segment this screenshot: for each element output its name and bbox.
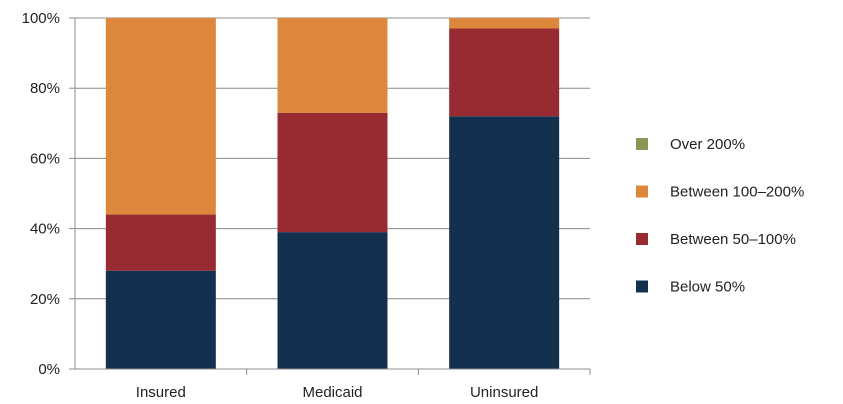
y-tick-label: 0%	[38, 361, 60, 378]
bars	[105, 18, 560, 369]
x-tick-label: Insured	[136, 384, 186, 401]
legend-swatch	[636, 138, 648, 150]
legend-swatch	[636, 233, 648, 245]
y-tick-label: 80%	[30, 80, 60, 97]
bar-segment	[277, 112, 388, 233]
bar-segment	[277, 232, 388, 369]
legend: Over 200% Between 100–200% Between 50–100%…	[636, 136, 804, 296]
x-tick-label: Uninsured	[470, 384, 538, 401]
bar-segment	[105, 214, 216, 271]
y-tick-label: 60%	[30, 150, 60, 167]
legend-label: Over 200%	[670, 136, 745, 153]
bar-segment	[277, 18, 388, 113]
y-tick-label: 40%	[30, 221, 60, 238]
y-tick-label: 100%	[22, 10, 60, 27]
bar-segment	[105, 18, 216, 215]
x-tick-label: Medicaid	[302, 384, 362, 401]
legend-swatch	[636, 280, 648, 293]
legend-label: Between 100–200%	[670, 184, 804, 201]
legend-label: Between 50–100%	[670, 231, 796, 248]
y-axis-ticks: 0% 20% 40% 60% 80% 100%	[22, 10, 75, 378]
bar-segment	[449, 28, 560, 117]
bar-segment	[449, 18, 560, 29]
y-tick-label: 20%	[30, 291, 60, 308]
bar-segment	[105, 270, 216, 369]
bar-segment	[449, 116, 560, 369]
legend-swatch	[636, 185, 648, 198]
x-axis-ticks: Insured Medicaid Uninsured	[136, 369, 591, 401]
legend-label: Below 50%	[670, 279, 745, 296]
